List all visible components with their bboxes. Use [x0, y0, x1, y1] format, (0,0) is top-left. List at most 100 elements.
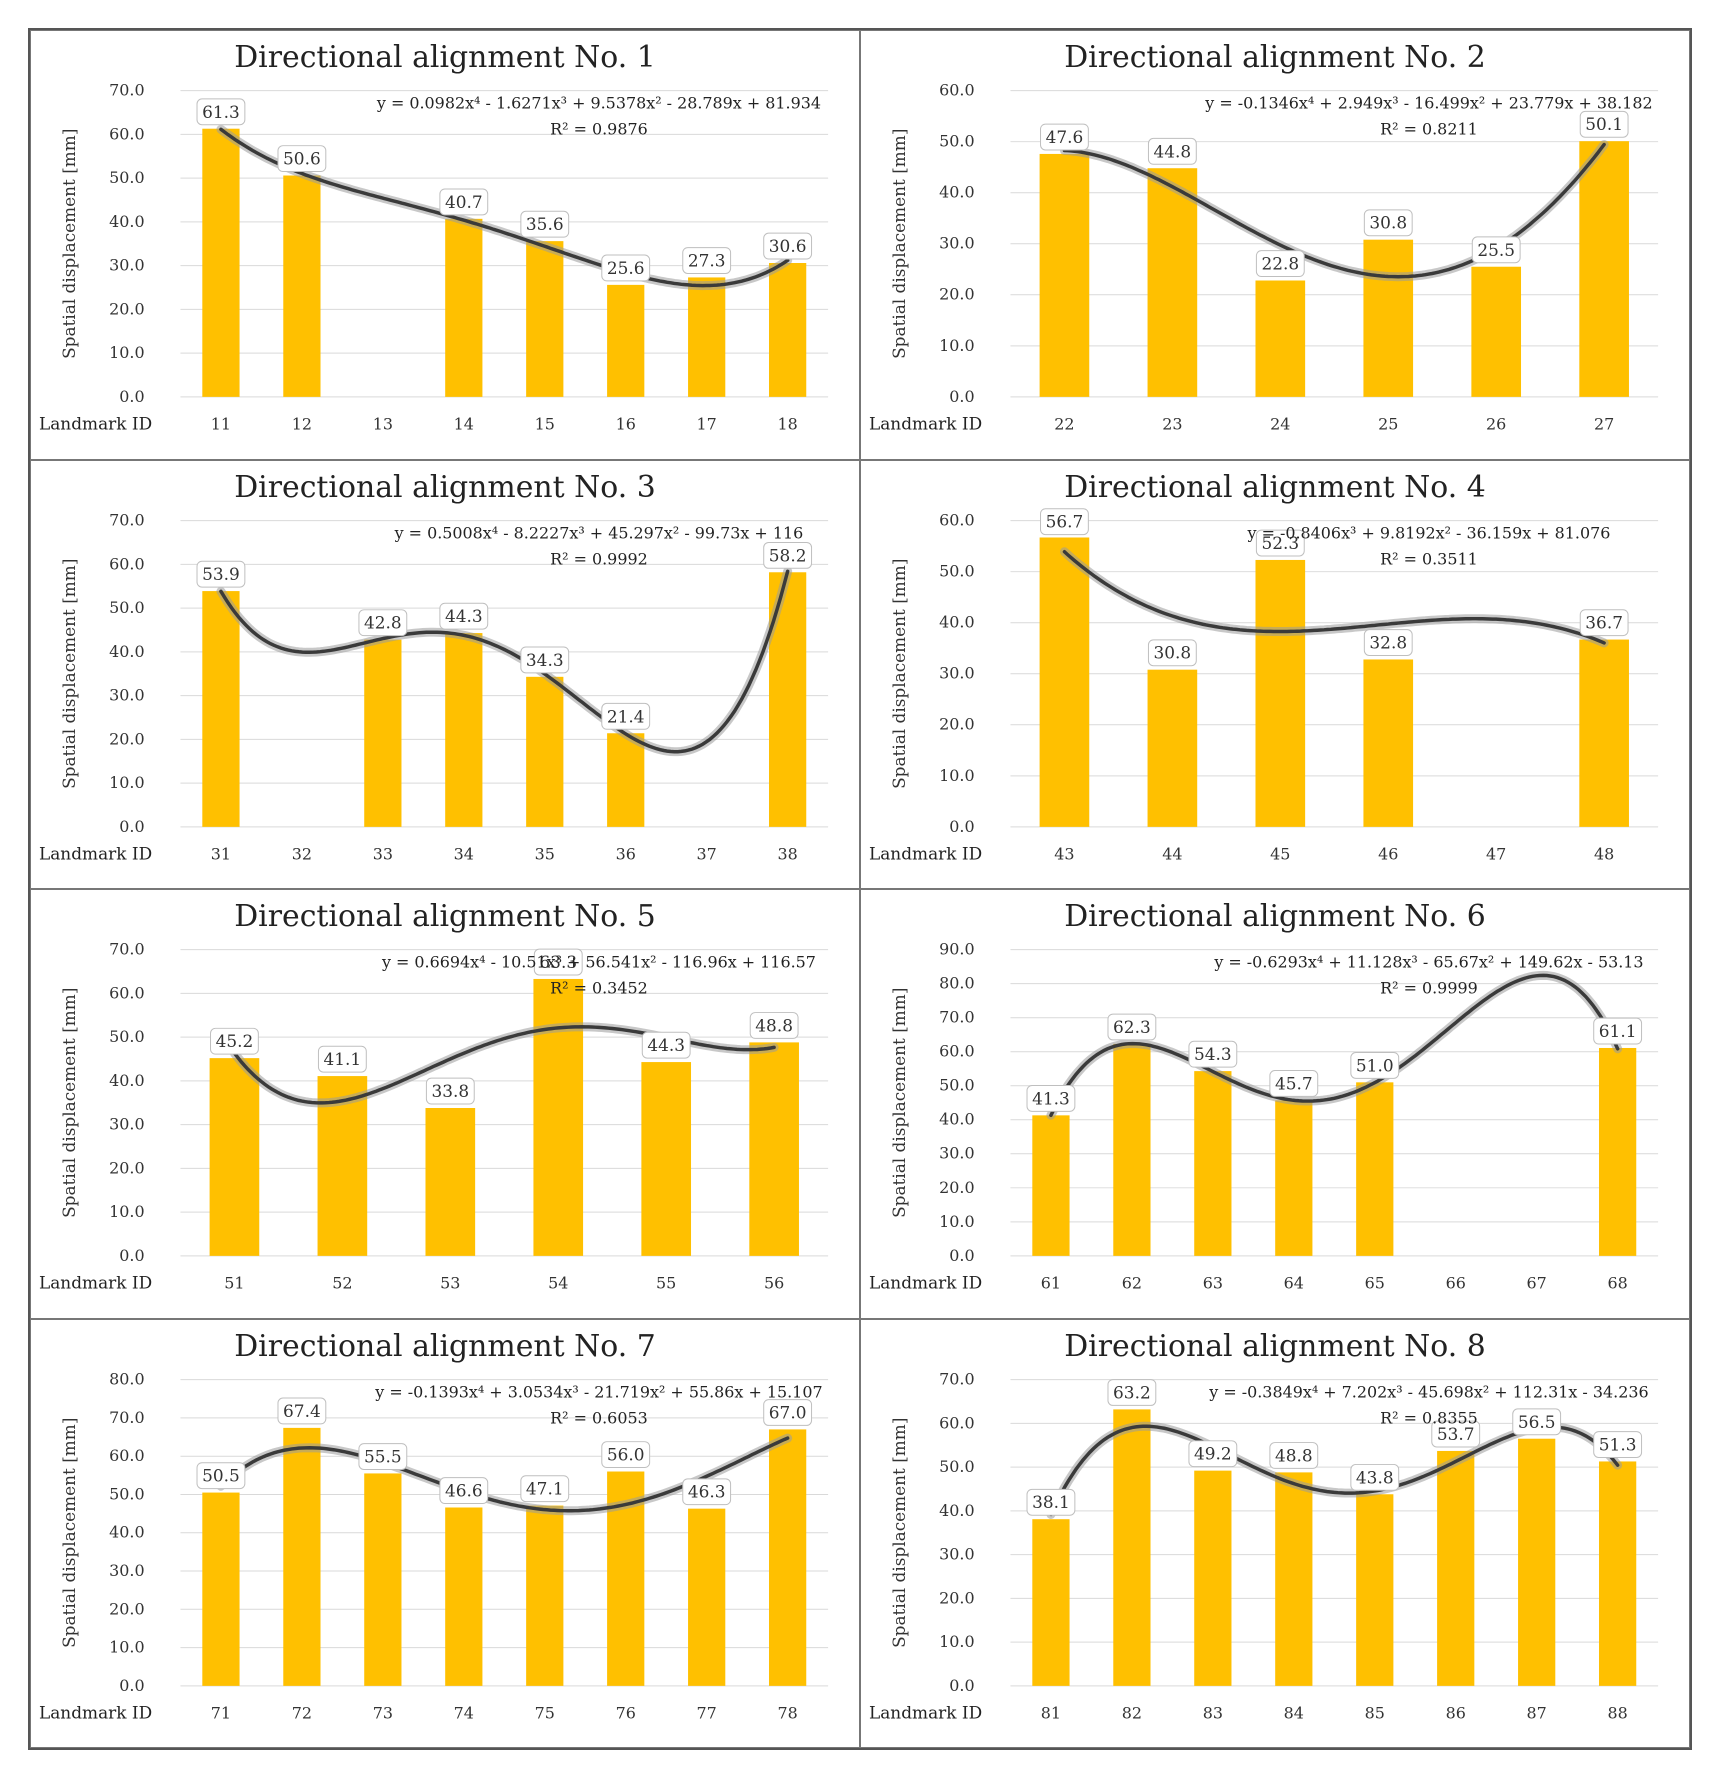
data-label: 35.6 — [526, 214, 564, 234]
y-tick-label: 10.0 — [109, 773, 144, 792]
bar — [749, 1042, 799, 1256]
y-tick-label: 30.0 — [939, 663, 974, 682]
chart-title: Directional alignment No. 6 — [1064, 899, 1486, 934]
x-tick-label: 51 — [224, 1274, 244, 1293]
x-tick-label: 56 — [764, 1274, 784, 1293]
data-label: 62.3 — [1113, 1017, 1151, 1037]
x-tick-label: 86 — [1446, 1703, 1466, 1722]
y-tick-label: 60.0 — [939, 510, 974, 529]
data-label-box — [1269, 1441, 1319, 1469]
data-label: 34.3 — [526, 649, 564, 669]
y-tick-label: 20.0 — [939, 1588, 974, 1607]
trend-equation: y = -0.6293x⁴ + 11.128x³ - 65.67x² + 149… — [1213, 953, 1643, 972]
x-tick-label: 88 — [1607, 1703, 1627, 1722]
y-tick-label: 30.0 — [109, 1561, 144, 1580]
data-label-box — [1431, 1420, 1481, 1447]
bar — [425, 1108, 476, 1256]
y-tick-label: 0.0 — [119, 816, 144, 835]
x-tick-label: 11 — [211, 415, 231, 434]
y-tick-label: 60.0 — [109, 983, 144, 1002]
y-tick-label: 80.0 — [939, 974, 974, 993]
x-tick-label: 22 — [1054, 415, 1074, 434]
y-tick-label: 20.0 — [939, 1178, 974, 1197]
data-label: 50.6 — [283, 149, 321, 169]
data-label: 51.3 — [1599, 1434, 1637, 1454]
y-tick-label: 10.0 — [109, 343, 144, 362]
chart-title: Directional alignment No. 7 — [234, 1328, 656, 1363]
bar — [1032, 1115, 1070, 1256]
x-tick-label: 34 — [454, 844, 474, 863]
y-tick-label: 10.0 — [939, 765, 974, 784]
data-label: 43.8 — [1356, 1467, 1394, 1487]
bar — [283, 175, 321, 397]
y-tick-label: 40.0 — [109, 212, 144, 231]
data-label-box — [425, 1077, 475, 1105]
data-label: 55.5 — [364, 1446, 402, 1466]
x-axis-label: Landmark ID — [869, 1702, 982, 1722]
data-label: 53.7 — [1437, 1424, 1475, 1444]
data-label: 61.3 — [202, 102, 240, 122]
data-label-box — [317, 1045, 367, 1073]
chart-title: Directional alignment No. 1 — [234, 40, 656, 75]
data-label: 53.9 — [202, 564, 240, 584]
data-label-box — [601, 702, 651, 730]
bar — [1275, 1471, 1313, 1686]
chart-8-svg: Directional alignment No. 8 0.0 10.0 20.0 30… — [869, 1328, 1659, 1722]
x-tick-label: 85 — [1365, 1703, 1385, 1722]
x-tick-label: 24 — [1270, 415, 1290, 434]
x-tick-label: 55 — [656, 1274, 676, 1293]
bar — [688, 277, 726, 397]
x-tick-label: 27 — [1594, 415, 1614, 434]
y-axis-label: Spatial displacement [mm] — [889, 558, 909, 788]
chart-title: Directional alignment No. 5 — [234, 899, 656, 934]
trendline — [219, 127, 790, 288]
data-label: 48.8 — [1275, 1445, 1313, 1465]
chart-5-svg: Directional alignment No. 5 0.0 10.0 20.0 30… — [39, 899, 829, 1293]
x-tick-label: 33 — [373, 844, 393, 863]
bar — [526, 1505, 564, 1686]
y-tick-label: 50.0 — [109, 1027, 144, 1046]
data-label: 30.6 — [769, 236, 807, 256]
data-label: 22.8 — [1261, 254, 1299, 274]
data-label: 46.6 — [445, 1480, 483, 1500]
bar — [1363, 239, 1414, 397]
x-tick-label: 32 — [292, 844, 312, 863]
x-tick-label: 17 — [697, 415, 717, 434]
x-tick-label: 45 — [1270, 844, 1290, 863]
x-tick-label: 62 — [1122, 1274, 1142, 1293]
y-tick-label: 60.0 — [939, 81, 974, 100]
bar — [445, 218, 483, 397]
data-label-box — [1188, 1040, 1238, 1068]
y-axis-label: Spatial displacement [mm] — [59, 558, 79, 788]
bar — [769, 1428, 807, 1686]
x-tick-label: 48 — [1594, 844, 1614, 863]
data-label: 25.6 — [607, 258, 645, 278]
y-tick-label: 30.0 — [109, 256, 144, 275]
data-label: 27.3 — [688, 251, 726, 271]
data-label-box — [520, 210, 570, 238]
y-tick-label: 10.0 — [109, 1202, 144, 1221]
data-label-box — [439, 1476, 489, 1504]
y-tick-label: 20.0 — [109, 1158, 144, 1177]
data-label-box — [520, 1474, 570, 1502]
bar — [1194, 1470, 1232, 1686]
data-label-box — [277, 1397, 327, 1424]
trend-equation: y = 0.5008x⁴ - 8.2227x³ + 45.297x² - 99.… — [394, 523, 804, 542]
x-tick-label: 82 — [1122, 1703, 1142, 1722]
x-tick-label: 78 — [777, 1703, 797, 1722]
data-label: 50.5 — [202, 1465, 240, 1485]
data-label-box — [682, 247, 732, 274]
x-tick-label: 13 — [373, 415, 393, 434]
y-tick-label: 40.0 — [109, 1522, 144, 1541]
x-tick-label: 23 — [1162, 415, 1182, 434]
data-label: 44.3 — [445, 606, 483, 626]
trend-equation: y = 0.0982x⁴ - 1.6271x³ + 9.5378x² - 28.… — [376, 94, 821, 113]
y-tick-label: 90.0 — [939, 940, 974, 959]
data-label-box — [1040, 123, 1089, 151]
y-tick-label: 20.0 — [109, 1599, 144, 1618]
y-axis-label: Spatial displacement [mm] — [889, 988, 909, 1218]
y-tick-label: 20.0 — [939, 714, 974, 733]
chart-panel-6: Directional alignment No. 6 0.0 10.0 20.0 30… — [860, 889, 1690, 1319]
y-axis-label: Spatial displacement [mm] — [59, 129, 79, 359]
chart-panel-8: Directional alignment No. 8 0.0 10.0 20.0 30… — [860, 1318, 1690, 1748]
